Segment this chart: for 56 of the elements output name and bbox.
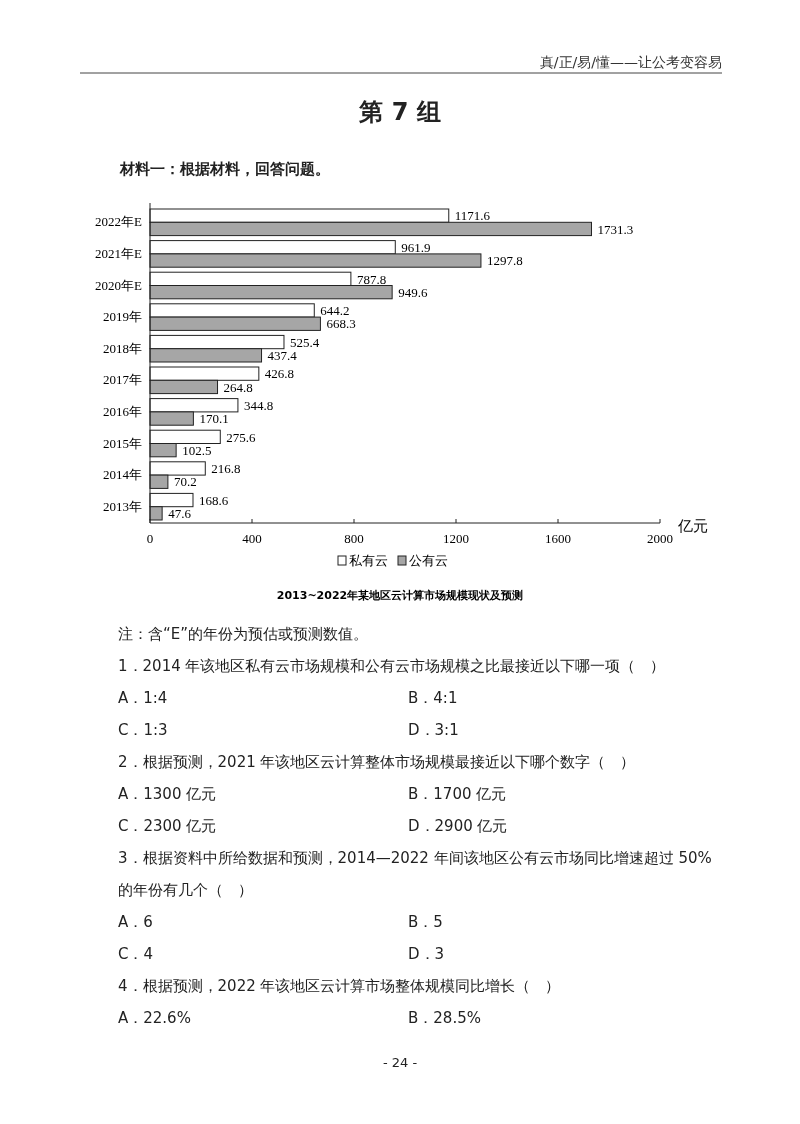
data-label: 1171.6 xyxy=(454,208,491,224)
data-label: 344.8 xyxy=(243,397,274,413)
y-tick-label: 2020年E xyxy=(95,277,143,293)
x-tick-label: 1200 xyxy=(443,531,469,546)
x-tick-label: 2000 xyxy=(647,531,673,546)
data-label: 275.6 xyxy=(226,429,257,445)
data-label: 102.5 xyxy=(182,442,212,458)
data-label: 1731.3 xyxy=(597,221,634,237)
legend-label: 公有云 xyxy=(409,553,448,568)
text: 3．根据资料中所给数据和预测，2014—2022 年间该地区公有云市场同比增速超过 50%的年份有几个（ ） xyxy=(118,848,713,901)
text: 2．根据预测，2021 年该地区云计算整体市场规模最接近以下哪个数字（ ） xyxy=(118,752,637,773)
chart-title: 第 7 组 xyxy=(358,97,442,128)
y-tick-label: 2017年 xyxy=(103,372,142,388)
chart-subtitle: 材料一：根据材料，回答问题。 xyxy=(120,160,330,179)
text: A．1:4 B．4:1 xyxy=(118,689,458,707)
data-label: 426.8 xyxy=(264,366,295,382)
data-label: 264.8 xyxy=(223,379,253,395)
text: C．1:3 D．3:1 xyxy=(118,721,459,739)
data-label: 644.2 xyxy=(320,303,350,319)
x-tick-label: 0 xyxy=(146,531,154,546)
data-label: 961.9 xyxy=(401,239,431,255)
text: A．22.6% B．28.5% xyxy=(118,1009,481,1027)
text: C．4 D．3 xyxy=(118,945,445,963)
y-tick-label: 2018年 xyxy=(103,340,142,356)
y-tick-label: 2013年 xyxy=(103,498,142,514)
x-tick-label: 1600 xyxy=(545,531,571,546)
text: 4．根据预测，2022 年该地区云计算市场整体规模同比增长（ ） xyxy=(118,976,562,997)
data-label: 70.2 xyxy=(173,474,197,490)
data-label: 1297.8 xyxy=(486,253,523,269)
text: - 24 - xyxy=(381,1055,419,1070)
data-label: 668.3 xyxy=(326,316,356,332)
text: 真/正/易/懂——让公考变容易 xyxy=(539,54,722,70)
y-tick-label: 2016年 xyxy=(103,403,142,419)
text: C．2300 亿元 D．2900 亿元 xyxy=(118,817,508,835)
data-label: 437.4 xyxy=(267,348,298,363)
y-tick-label: 2019年 xyxy=(103,309,142,325)
data-label: 47.6 xyxy=(168,506,192,521)
x-tick-label: 400 xyxy=(242,531,262,546)
data-label: 787.8 xyxy=(356,271,387,287)
data-label: 170.1 xyxy=(199,411,229,427)
legend-label: 私有云 xyxy=(349,553,388,568)
text: A．1300 亿元 B．1700 亿元 xyxy=(118,785,507,803)
text: 1．2014 年该地区私有云市场规模和公有云市场规模之比最接近以下哪一项（ ） xyxy=(118,656,667,677)
data-label: 525.4 xyxy=(289,334,320,350)
y-tick-label: 2022年E xyxy=(95,214,143,230)
y-tick-label: 2015年 xyxy=(103,435,142,451)
text: 注：含“E”的年份为预估或预测数值。 xyxy=(118,624,370,645)
data-label: 949.6 xyxy=(398,284,428,300)
y-tick-label: 2021年E xyxy=(95,245,143,261)
x-axis-title: 亿元 xyxy=(677,517,708,535)
x-tick-label: 800 xyxy=(344,531,364,546)
text: 2013~2022年某地区云计算市场规模现状及预测 xyxy=(276,589,524,602)
data-label: 216.8 xyxy=(211,461,241,477)
text: A．6 B．5 xyxy=(118,913,443,931)
y-tick-label: 2014年 xyxy=(103,467,142,483)
data-label: 168.6 xyxy=(198,492,229,508)
